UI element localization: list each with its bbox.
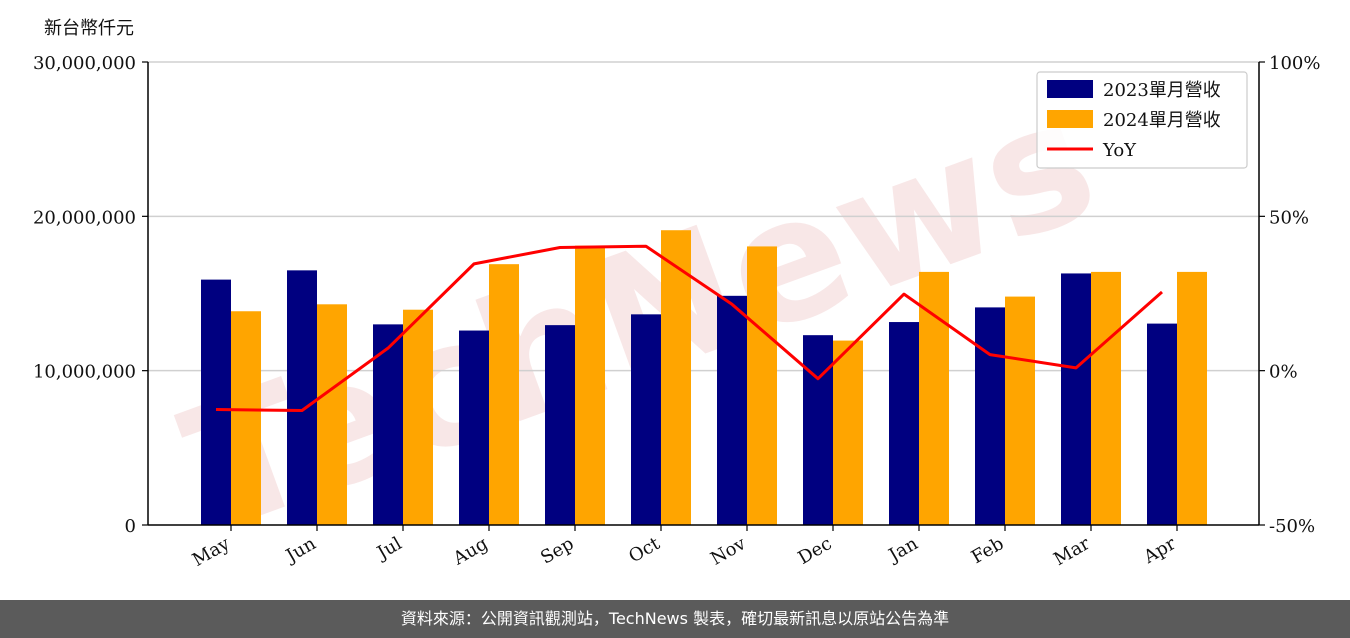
bar-2024-aug [489, 264, 519, 525]
bar-2024-dec [833, 340, 863, 525]
bars [201, 230, 1207, 525]
legend-swatch [1047, 110, 1093, 128]
bar-2024-apr [1177, 271, 1207, 525]
bar-2023-feb [975, 307, 1005, 525]
bar-2023-mar [1061, 273, 1091, 525]
legend-label: YoY [1102, 140, 1137, 161]
bar-2024-sep [575, 245, 605, 525]
x-tick-label-oct: Oct [625, 533, 664, 568]
bar-2023-jan [889, 322, 919, 525]
y2-tick-label: 0% [1269, 362, 1298, 383]
revenue-chart: TechNews 010,000,00020,000,00030,000,000… [33, 53, 1321, 571]
bar-2023-jun [287, 270, 317, 525]
x-tick-label-nov: Nov [707, 533, 750, 570]
bar-2023-sep [545, 325, 575, 525]
x-tick-label-aug: Aug [449, 533, 492, 570]
bar-2024-feb [1005, 296, 1035, 525]
bar-2023-apr [1147, 323, 1177, 525]
bar-2024-jan [919, 271, 949, 525]
bar-2023-nov [717, 295, 747, 525]
source-footer: 資料來源：公開資訊觀測站，TechNews 製表，確切最新訊息以原站公告為準 [0, 600, 1350, 638]
yoy-line [215, 244, 1163, 412]
bar-2023-oct [631, 314, 661, 525]
legend: 2023單月營收 2024單月營收 YoY [1036, 71, 1248, 169]
bar-2024-jun [317, 304, 347, 525]
x-tick-label-jan: Jan [884, 533, 922, 567]
y-axis-unit-label: 新台幣仟元 [44, 18, 134, 39]
y-tick-label: 20,000,000 [33, 207, 136, 228]
y2-tick-label: -50% [1269, 516, 1315, 537]
x-tick-label-sep: Sep [537, 533, 577, 568]
bar-2024-jul [403, 309, 433, 525]
x-tick-label-feb: Feb [968, 533, 1008, 568]
y-tick-label: 0 [125, 516, 136, 537]
bar-2024-may [231, 311, 261, 525]
x-tick-label-jul: Jul [372, 533, 406, 565]
bar-2024-oct [661, 230, 691, 525]
y2-tick-label: 100% [1269, 53, 1320, 74]
yoy-line-group [215, 244, 1163, 412]
bar-2024-mar [1091, 271, 1121, 525]
bar-2024-nov [747, 246, 777, 525]
y-tick-label: 10,000,000 [33, 362, 136, 383]
y-tick-label: 30,000,000 [33, 53, 136, 74]
bar-2023-aug [459, 330, 489, 525]
x-tick-label-mar: Mar [1050, 533, 1094, 570]
legend-swatch [1047, 80, 1093, 98]
y2-tick-label: 50% [1269, 207, 1309, 228]
bar-2023-may [201, 279, 231, 525]
x-tick-label-apr: Apr [1139, 533, 1179, 568]
bar-2023-jul [373, 324, 403, 525]
legend-label: 2023單月營收 [1103, 80, 1221, 101]
x-tick-label-dec: Dec [795, 533, 836, 569]
bar-2023-dec [803, 335, 833, 525]
legend-label: 2024單月營收 [1103, 110, 1221, 131]
